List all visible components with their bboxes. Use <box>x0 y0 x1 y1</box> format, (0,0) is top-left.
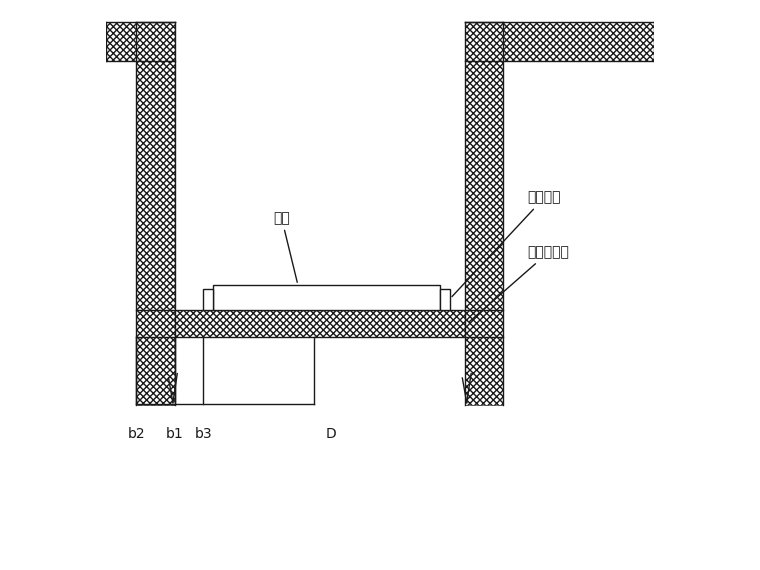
Text: b1: b1 <box>166 428 184 441</box>
Bar <box>440 289 450 310</box>
Text: b3: b3 <box>195 428 212 441</box>
Bar <box>465 22 654 60</box>
Text: b2: b2 <box>128 428 145 441</box>
Bar <box>203 289 213 310</box>
Bar <box>175 310 465 337</box>
Bar <box>465 22 503 405</box>
Text: 基础: 基础 <box>273 211 297 282</box>
Bar <box>106 22 175 60</box>
Text: 基础支模: 基础支模 <box>452 190 561 296</box>
Bar <box>137 22 175 405</box>
Text: 钢板桩支撑: 钢板桩支撑 <box>470 245 569 321</box>
Text: D: D <box>325 428 336 441</box>
Bar <box>213 285 440 310</box>
